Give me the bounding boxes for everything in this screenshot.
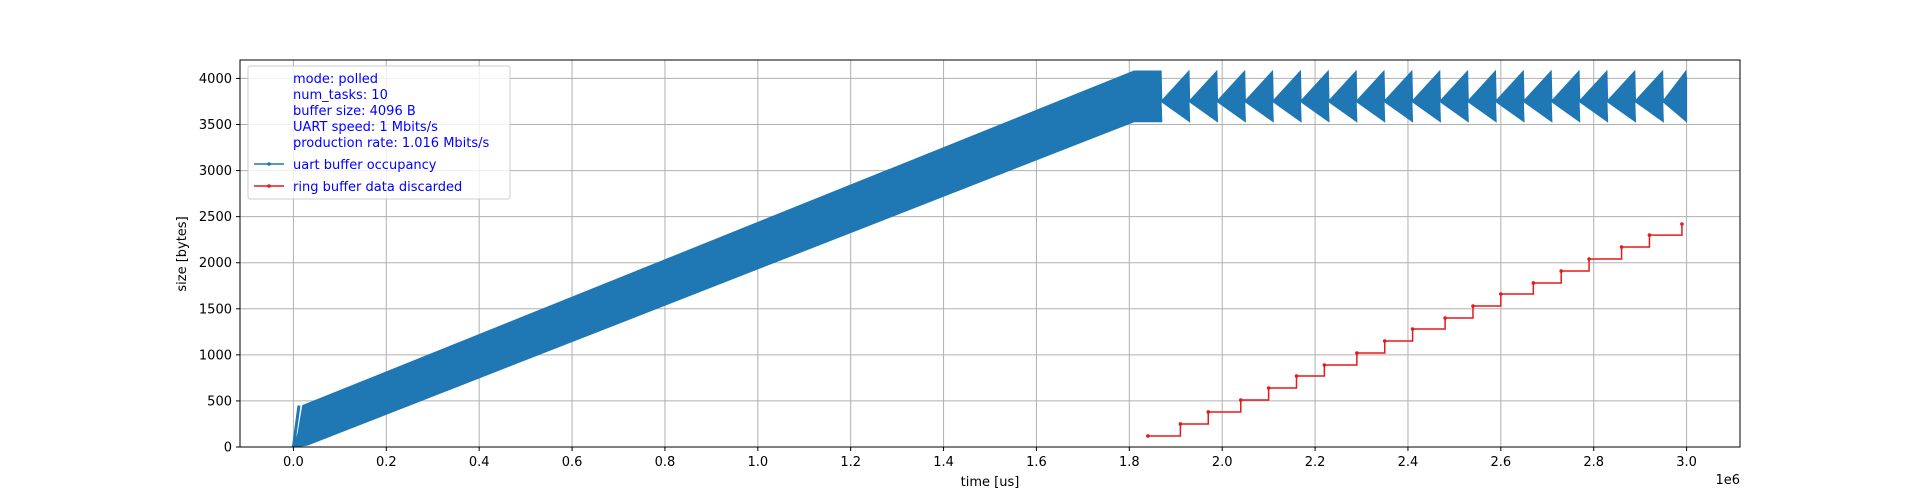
discarded-point [1410,327,1415,331]
series-uart-buffer-occupancy-start [291,405,301,448]
y-tick-label: 4000 [199,72,232,87]
discarded-point [1322,363,1327,367]
discarded-point [1443,316,1447,320]
x-tick-label: 2.8 [1583,455,1604,470]
discarded-point [1531,281,1536,285]
x-tick-label: 2.6 [1490,455,1511,470]
discarded-point [1266,386,1271,390]
discarded-point [1471,304,1475,308]
discarded-point [1206,410,1211,414]
x-tick-label: 1.6 [1026,455,1047,470]
y-tick-label: 2000 [199,256,232,271]
x-tick-label: 0.6 [562,455,583,470]
axes-frame [239,59,1741,448]
y-tick-label: 3000 [199,164,232,179]
x-tick-label: 1.2 [840,455,861,470]
x-axis-offset-label: 1e6 [1715,473,1740,488]
x-tick-label: 3.0 [1676,455,1697,470]
x-tick-label: 2.2 [1305,455,1326,470]
x-tick-label: 2.0 [1212,455,1233,470]
discarded-point [1178,422,1183,426]
x-tick-label: 1.4 [933,455,954,470]
discarded-point [1647,233,1652,237]
legend-info-uart-speed: UART speed: 1 Mbits/s [293,120,438,135]
discarded-point [1382,339,1387,343]
legend-info-num-tasks: num_tasks: 10 [293,88,388,103]
y-tick-label: 2500 [199,210,232,225]
legend-info-production-rate: production rate: 1.016 Mbits/s [293,136,490,151]
legend-box [247,65,511,200]
legend-label-discarded: ring buffer data discarded [293,180,462,195]
discarded-point [1680,222,1684,226]
x-tick-label: 1.0 [747,455,768,470]
y-tick-label: 3500 [199,118,232,133]
discarded-point [1294,374,1299,378]
legend-label-occupancy: uart buffer occupancy [293,158,437,173]
discarded-point [1355,351,1359,355]
discarded-point [1499,292,1503,296]
x-tick-label: 0.8 [655,455,676,470]
discarded-point [1619,245,1624,249]
legend-info-buffer-size: buffer size: 4096 B [293,104,416,119]
y-tick-label: 1000 [199,348,232,363]
legend: mode: polled num_tasks: 10 buffer size: … [247,65,511,200]
x-tick-label: 1.8 [1119,455,1140,470]
discarded-point [1238,398,1243,402]
discarded-point [1146,434,1150,438]
legend-info-mode: mode: polled [293,72,378,87]
y-axis-label: size [bytes] [175,216,190,291]
legend-marker-discarded [267,184,271,188]
series-ring-buffer-data-discarded [1147,224,1683,437]
x-tick-label: 0.0 [283,455,304,470]
x-axis-label: time [us] [961,475,1020,490]
x-tick-label: 0.4 [469,455,490,470]
ticks: 0.0 0.2 0.4 0.6 0.8 1.0 1.2 1.4 1.6 1.8 2.0 2.2 2.4 2… [199,72,1697,470]
x-tick-label: 2.4 [1398,455,1419,470]
legend-marker-occupancy [267,162,271,166]
y-tick-label: 500 [207,394,232,409]
discarded-point [1559,269,1564,273]
discarded-point [1587,257,1591,261]
y-tick-label: 1500 [199,302,232,317]
y-tick-label: 0 [224,441,232,456]
x-tick-label: 0.2 [376,455,397,470]
